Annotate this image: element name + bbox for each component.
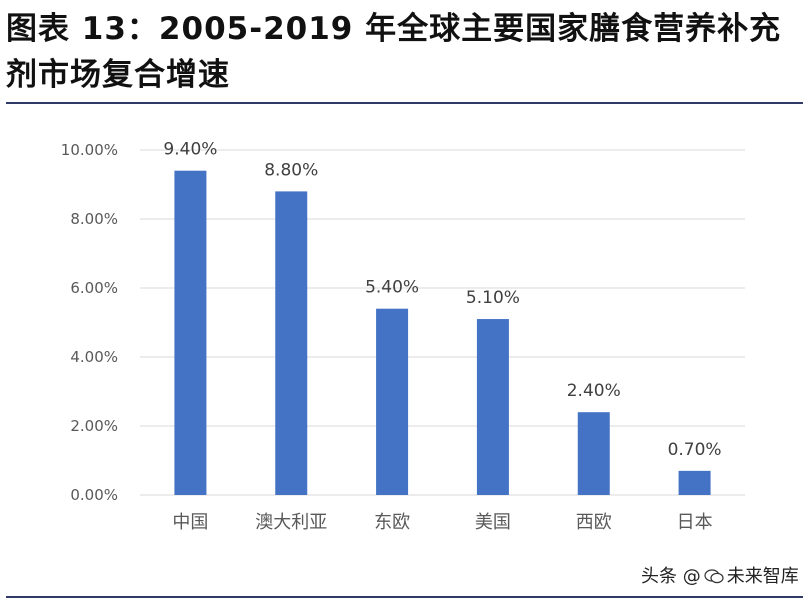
- data-labels: 9.40% 8.80% 5.40% 5.10% 2.40% 0.70%: [163, 140, 721, 460]
- figure-title: 图表 13：2005-2019 年全球主要国家膳食营养补充剂市场复合增速: [6, 11, 782, 93]
- data-label: 9.40%: [163, 140, 217, 160]
- bottom-divider: [6, 596, 803, 598]
- y-tick-label: 0.00%: [70, 486, 118, 504]
- category-label: 日本: [677, 512, 713, 533]
- y-tick-label: 8.00%: [70, 210, 118, 228]
- category-label: 西欧: [576, 512, 612, 533]
- bar: [476, 319, 509, 495]
- watermark-prefix: 头条 @: [641, 566, 701, 587]
- data-label: 5.40%: [365, 278, 419, 298]
- category-label: 美国: [475, 512, 511, 533]
- y-tick-label: 10.00%: [61, 141, 118, 159]
- wechat-icon: [704, 569, 724, 584]
- gridlines: [140, 149, 745, 496]
- y-tick-label: 6.00%: [70, 279, 118, 297]
- watermark-name: 未来智库: [726, 566, 799, 587]
- x-axis-categories: 中国 澳大利亚 东欧 美国 西欧 日本: [172, 512, 712, 533]
- bar: [376, 308, 409, 495]
- data-label: 0.70%: [668, 440, 722, 460]
- data-label: 5.10%: [466, 288, 520, 308]
- bar: [577, 412, 610, 495]
- bar: [275, 191, 308, 495]
- category-label: 东欧: [374, 512, 410, 533]
- y-axis-ticks: 0.00% 2.00% 4.00% 6.00% 8.00% 10.00%: [61, 141, 118, 504]
- category-label: 澳大利亚: [255, 512, 327, 533]
- bar: [174, 170, 207, 495]
- title-divider: [6, 102, 803, 104]
- y-tick-label: 2.00%: [70, 417, 118, 435]
- source-watermark: 头条 @ 未来智库: [641, 562, 799, 588]
- bars: [174, 170, 711, 495]
- y-tick-label: 4.00%: [70, 348, 118, 366]
- data-label: 2.40%: [567, 381, 621, 401]
- bar: [678, 470, 711, 495]
- category-label: 中国: [172, 512, 208, 533]
- data-label: 8.80%: [264, 160, 318, 180]
